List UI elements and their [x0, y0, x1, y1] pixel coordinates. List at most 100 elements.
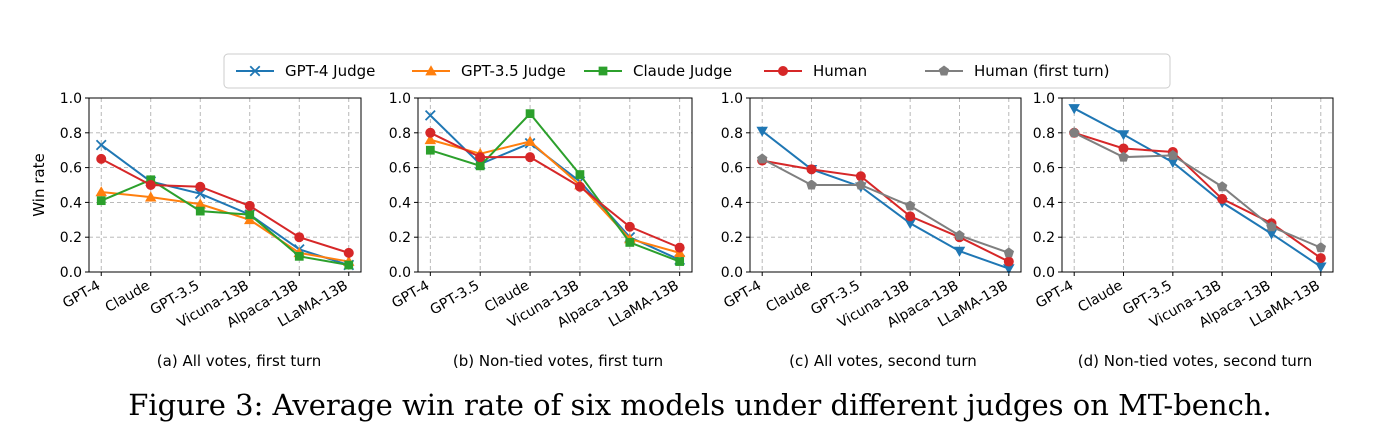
- data-point: [855, 171, 866, 182]
- data-point: [425, 145, 435, 155]
- grid: [89, 97, 361, 273]
- y-tick-label: 0.2: [389, 230, 411, 246]
- series-line: [429, 114, 681, 261]
- y-tick-label: 1.0: [1033, 91, 1055, 107]
- data-point: [195, 206, 205, 216]
- series-line: [430, 112, 681, 263]
- legend-item-gpt-3-5-judge: GPT-3.5 Judge: [412, 62, 566, 80]
- data-point: [806, 164, 817, 175]
- panel-caption: (a) All votes, first turn: [157, 352, 321, 370]
- y-tick-label: 0.4: [60, 195, 82, 211]
- series-line: [430, 138, 680, 254]
- legend-marker-square-icon: [598, 66, 608, 76]
- plot-frame: [1061, 97, 1334, 273]
- y-tick-label: 0.8: [721, 126, 743, 142]
- plot-frame: [88, 97, 362, 273]
- data-point: [1216, 181, 1228, 192]
- y-tick-label: 0.6: [1033, 161, 1055, 177]
- legend-label: Human (first turn): [974, 62, 1109, 80]
- legend-label: GPT-3.5 Judge: [461, 62, 566, 80]
- y-tick-label: 0.8: [1033, 126, 1055, 142]
- data-point: [1068, 104, 1080, 115]
- data-point: [756, 126, 768, 137]
- data-point: [294, 232, 305, 243]
- data-point: [806, 179, 817, 190]
- series-gpt-4-judge: [1068, 104, 1327, 273]
- series-human: [757, 155, 1014, 267]
- y-tick-label: 0.4: [389, 195, 411, 211]
- data-point: [195, 181, 206, 192]
- series-line: [429, 131, 681, 249]
- data-point: [245, 210, 255, 219]
- legend-frame: [223, 53, 1171, 89]
- y-tick-label: 0.0: [389, 265, 411, 281]
- y-tick-label: 0.4: [721, 195, 743, 211]
- data-point: [1003, 256, 1014, 267]
- grid: [750, 97, 1021, 273]
- x-tick-label: Claude: [103, 278, 153, 316]
- series-line: [761, 130, 1010, 270]
- data-point: [424, 110, 436, 121]
- data-point: [244, 200, 255, 211]
- series-claude-judge: [425, 109, 685, 266]
- data-point: [343, 247, 354, 258]
- data-point: [675, 257, 685, 266]
- y-tick-label: 0.2: [60, 230, 82, 246]
- series-line: [1073, 131, 1322, 259]
- y-tick-label: 0.2: [1033, 230, 1055, 246]
- data-point: [96, 196, 106, 206]
- y-tick-label: 0.4: [1033, 195, 1055, 211]
- legend: GPT-4 Judge GPT-3.5 Judge Claude Judge Huma…: [223, 53, 1171, 89]
- data-point: [294, 251, 304, 261]
- series-line: [100, 144, 350, 266]
- data-point: [475, 161, 485, 171]
- y-tick-label: 0.2: [721, 230, 743, 246]
- data-point: [1217, 193, 1228, 204]
- data-point: [1315, 262, 1327, 273]
- x-tick-label: GPT-4: [389, 278, 432, 312]
- data-point: [95, 139, 107, 151]
- series-line: [1073, 107, 1322, 268]
- data-point: [525, 152, 536, 163]
- data-point: [904, 200, 916, 211]
- y-tick-label: 0.0: [1033, 265, 1055, 281]
- y-tick-label: 0.0: [721, 265, 743, 281]
- y-tick-label: 0.8: [60, 126, 82, 142]
- x-tick-label: GPT-4: [1033, 278, 1076, 312]
- data-point: [95, 186, 107, 197]
- series-gpt-4-judge: [424, 110, 686, 266]
- legend-marker-triangle-up-icon: [425, 65, 437, 76]
- data-point: [624, 221, 635, 232]
- figure-caption: Figure 3: Average win rate of six models…: [128, 388, 1272, 422]
- data-point: [575, 170, 585, 179]
- legend-item-claude-judge: Claude Judge: [584, 62, 732, 80]
- data-point: [953, 246, 966, 257]
- data-point: [525, 109, 535, 119]
- data-point: [145, 180, 156, 190]
- data-point: [1266, 221, 1277, 232]
- plot-frame: [417, 97, 693, 273]
- data-point: [625, 238, 635, 247]
- panel-caption: (c) All votes, second turn: [789, 352, 977, 370]
- data-point: [1315, 253, 1326, 264]
- x-tick-label: GPT-4: [60, 278, 103, 312]
- data-point: [1003, 264, 1015, 275]
- data-point: [1117, 130, 1130, 141]
- series-gpt-3-5-judge: [424, 134, 686, 258]
- legend-label: GPT-4 Judge: [285, 62, 375, 80]
- y-tick-label: 0.6: [721, 161, 743, 177]
- panel-caption: (b) Non-tied votes, first turn: [453, 352, 663, 370]
- data-point: [194, 198, 206, 209]
- legend-item-human-first-turn: Human (first turn): [925, 62, 1109, 80]
- data-point: [904, 218, 916, 230]
- data-point: [144, 191, 157, 202]
- legend-label: Claude Judge: [633, 62, 732, 80]
- x-tick-label: Claude: [1075, 278, 1125, 316]
- data-point: [1265, 229, 1278, 240]
- y-tick-label: 1.0: [60, 91, 82, 107]
- legend-item-human: Human: [764, 62, 867, 80]
